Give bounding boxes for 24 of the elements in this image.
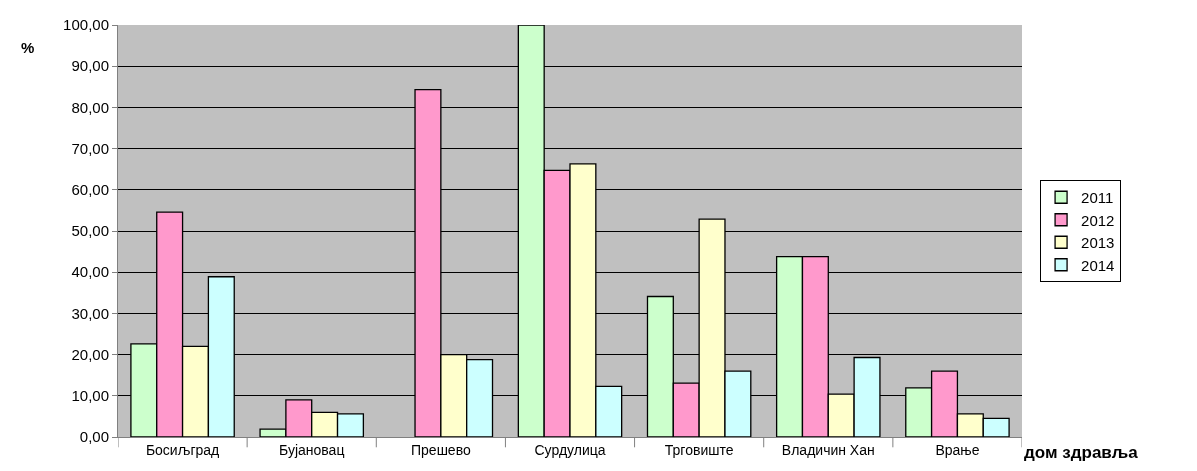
y-tick-label: 60,00 <box>71 181 109 199</box>
y-tick-label: 40,00 <box>71 263 109 281</box>
legend-label: 2013 <box>1081 234 1115 252</box>
y-tick-label: 30,00 <box>71 304 109 322</box>
y-tick-label: 90,00 <box>71 57 109 75</box>
y-tick-label: 50,00 <box>71 222 109 240</box>
x-tick-label: Бујановац <box>279 441 345 458</box>
x-tick-label: Владичин Хан <box>781 441 875 458</box>
legend-label: 2011 <box>1081 189 1114 207</box>
y-tick-label: 100,00 <box>63 16 109 34</box>
y-tick-label: 20,00 <box>71 345 109 363</box>
legend-label: 2012 <box>1081 211 1115 229</box>
y-tick-label: 70,00 <box>71 139 109 157</box>
x-tick-label: Трговиште <box>664 441 734 458</box>
y-axis-title: % <box>21 39 35 56</box>
x-tick-label: Прешево <box>411 441 471 458</box>
y-tick-label: 0,00 <box>79 428 109 446</box>
x-axis-title: дом здравља <box>1024 443 1139 462</box>
y-tick-label: 80,00 <box>71 98 109 116</box>
x-tick-label: Сурдулица <box>534 441 606 458</box>
x-tick-label: Врање <box>935 441 980 458</box>
y-tick-label: 10,00 <box>71 387 109 405</box>
legend-label: 2014 <box>1081 256 1115 274</box>
x-tick-label: Босиљград <box>145 441 220 458</box>
